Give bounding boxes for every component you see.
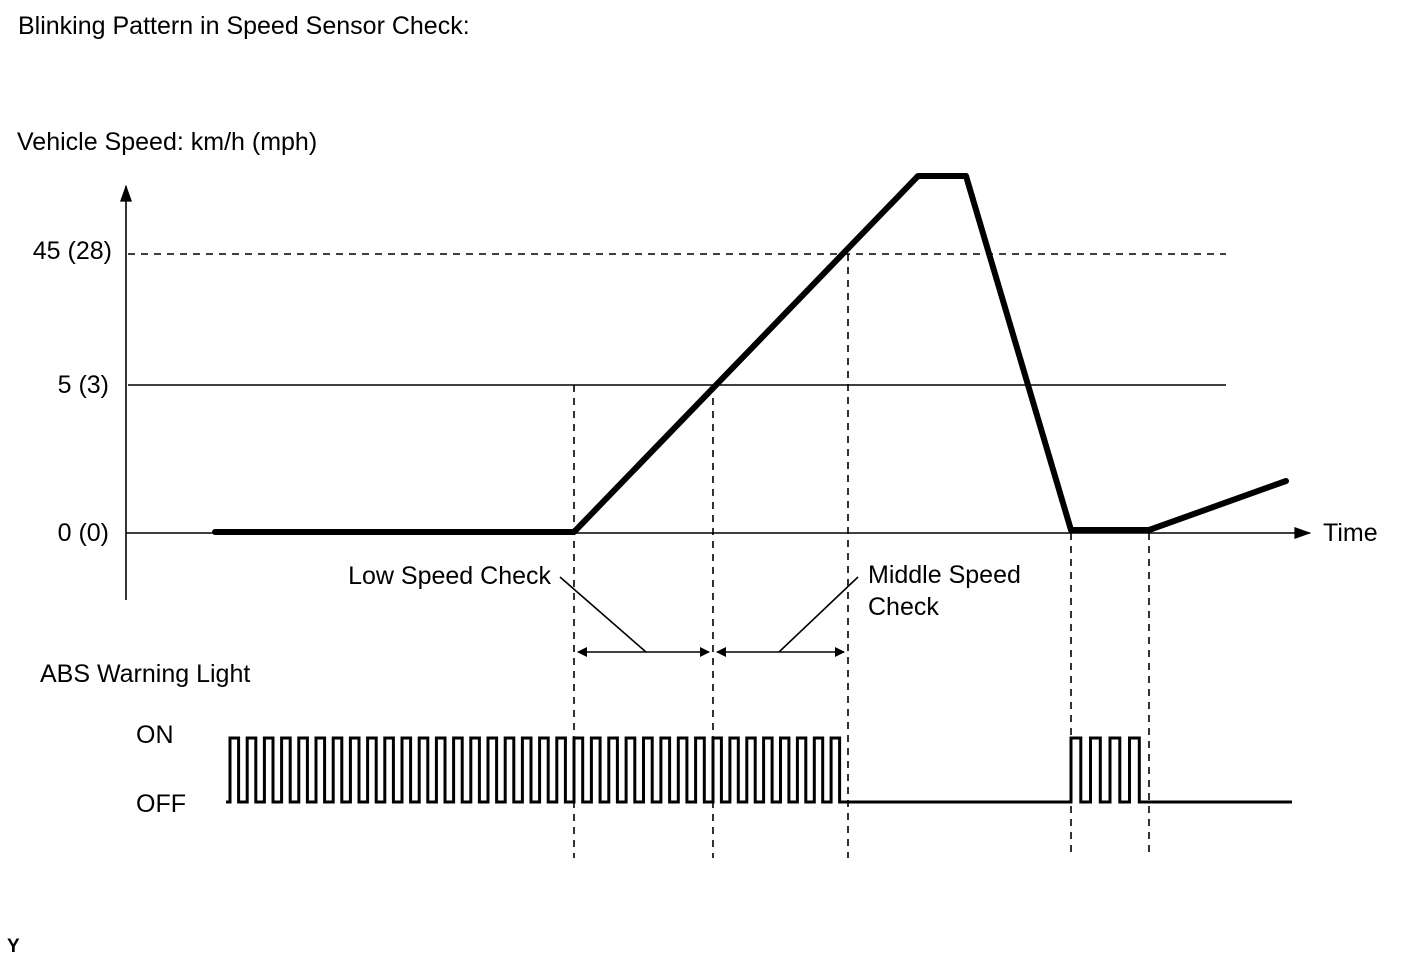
off-level-label: OFF [136, 790, 186, 818]
tick-label-5: 5 (3) [58, 371, 109, 399]
middle-speed-check-label-line2: Check [868, 593, 939, 621]
tick-label-0: 0 (0) [58, 519, 109, 547]
diagram-title: Blinking Pattern in Speed Sensor Check: [18, 12, 470, 40]
abs-warning-light-signal [226, 736, 1292, 804]
middle-speed-check-label: Middle Speed [868, 561, 1021, 589]
low-speed-check-label: Low Speed Check [348, 562, 551, 590]
vehicle-speed-profile [212, 173, 1289, 535]
speed-axis-label: Vehicle Speed: km/h (mph) [17, 128, 317, 156]
middle-speed-leader-line [778, 576, 859, 653]
on-level-label: ON [136, 721, 174, 749]
low-speed-leader-line [559, 576, 647, 653]
corner-mark: Y [7, 936, 20, 957]
tick-label-45: 45 (28) [33, 237, 112, 265]
abs-warning-light-label: ABS Warning Light [40, 660, 250, 688]
time-axis-label: Time [1323, 519, 1378, 547]
